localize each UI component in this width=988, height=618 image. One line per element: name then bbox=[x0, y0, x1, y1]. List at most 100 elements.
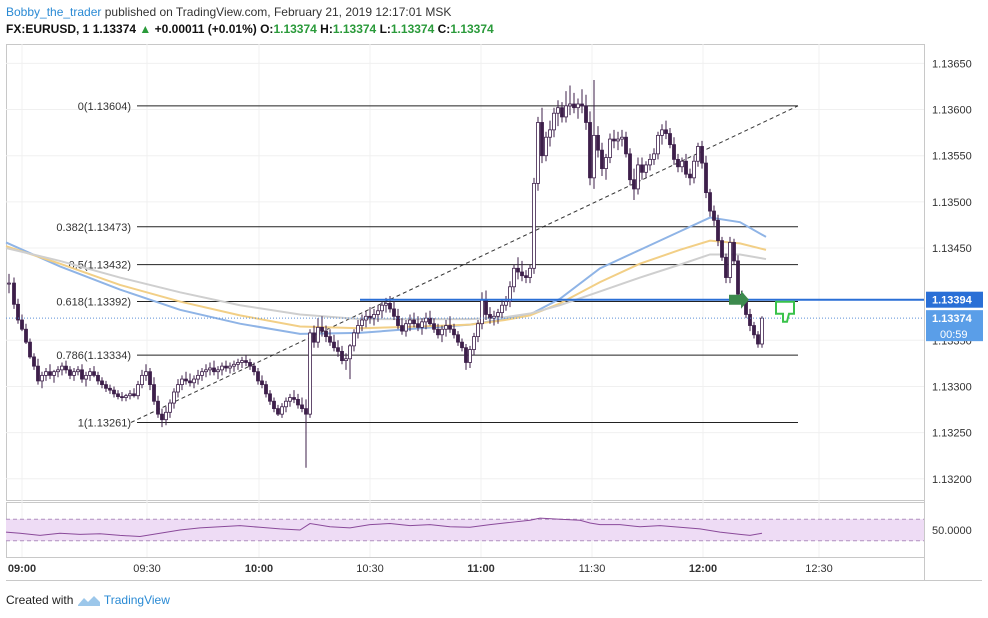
candle-bear bbox=[448, 325, 452, 330]
candle-bull bbox=[372, 314, 376, 319]
footer: Created with TradingView bbox=[6, 593, 170, 608]
candle-bull bbox=[216, 369, 220, 373]
candle-bear bbox=[156, 400, 160, 415]
candle-bull bbox=[544, 136, 548, 157]
candle-bear bbox=[268, 393, 272, 402]
price-tick-label: 1.13600 bbox=[932, 105, 972, 117]
change-value: +0.00011 (+0.01%) bbox=[154, 22, 257, 36]
candle-bear bbox=[160, 413, 164, 421]
candle-bear bbox=[392, 308, 396, 317]
candle-bear bbox=[720, 240, 724, 258]
candle-bear bbox=[628, 153, 632, 181]
candle-bear bbox=[92, 371, 96, 376]
candle-bear bbox=[664, 129, 668, 134]
price-tick-label: 1.13200 bbox=[932, 474, 972, 486]
author-link[interactable]: Bobby_the_trader bbox=[6, 5, 102, 19]
candle-bear bbox=[28, 341, 32, 358]
candle-bear bbox=[700, 146, 704, 164]
candle-bear bbox=[560, 107, 564, 118]
candle-bear bbox=[396, 315, 400, 326]
candle-bull bbox=[52, 371, 56, 376]
candle-bull bbox=[568, 103, 572, 107]
candle-bull bbox=[128, 393, 132, 397]
candle-bull bbox=[492, 315, 496, 319]
created-with-label: Created with bbox=[6, 593, 74, 607]
candle-bear bbox=[732, 242, 736, 262]
main-pane-frame bbox=[6, 44, 925, 501]
low-value: 1.13374 bbox=[390, 22, 435, 36]
candle-bull bbox=[284, 400, 288, 408]
candle-bear bbox=[736, 260, 740, 295]
candle-bull bbox=[728, 242, 732, 278]
chart-header: Bobby_the_trader published on TradingVie… bbox=[6, 4, 906, 38]
time-tick-label: 12:30 bbox=[805, 563, 833, 575]
candle-bear bbox=[20, 319, 24, 330]
candle-bear bbox=[632, 179, 636, 190]
candle-bull bbox=[616, 138, 620, 142]
candle-bear bbox=[572, 103, 576, 109]
candle-bull bbox=[232, 363, 236, 367]
candle-bear bbox=[244, 360, 248, 363]
candle-bear bbox=[672, 144, 676, 160]
candle-bull bbox=[356, 325, 360, 334]
candle-bear bbox=[148, 371, 152, 386]
last-price-tag bbox=[926, 310, 983, 342]
open-value: 1.13374 bbox=[273, 22, 317, 36]
candle-bear bbox=[320, 326, 324, 332]
up-arrow-icon: ▲ bbox=[139, 22, 152, 36]
rsi-level-label: 50.0000 bbox=[932, 525, 972, 537]
candle-bull bbox=[660, 129, 664, 136]
candle-bear bbox=[80, 369, 84, 380]
candle-bear bbox=[388, 302, 392, 310]
price-tick-label: 1.13500 bbox=[932, 197, 972, 209]
candle-bear bbox=[304, 408, 308, 415]
candle-bull bbox=[208, 367, 212, 371]
candle-bear bbox=[612, 138, 616, 142]
candle-bull bbox=[140, 374, 144, 386]
candle-bear bbox=[212, 367, 216, 373]
time-tick-label: 09:00 bbox=[8, 563, 36, 575]
candle-bull bbox=[504, 301, 508, 306]
candle-bull bbox=[228, 365, 232, 369]
time-tick-label: 09:30 bbox=[133, 563, 161, 575]
horizontal-line-price-label: 1.13394 bbox=[932, 295, 973, 307]
candle-bull bbox=[76, 369, 80, 373]
fib-level-label: 0.382(1.13473) bbox=[56, 222, 131, 234]
candle-bull bbox=[376, 310, 380, 315]
candle-bear bbox=[748, 314, 752, 326]
candle-bull bbox=[7, 282, 11, 285]
candle-bull bbox=[164, 411, 168, 421]
candle-bull bbox=[536, 122, 540, 184]
candle-bear bbox=[432, 323, 436, 330]
candle-bear bbox=[260, 380, 264, 386]
candle-bull bbox=[604, 157, 608, 170]
symbol-label: FX:EURUSD, 1 bbox=[6, 22, 90, 36]
candle-bull bbox=[468, 349, 472, 363]
candle-bull bbox=[648, 158, 652, 166]
candle-bull bbox=[204, 369, 208, 373]
candle-bear bbox=[484, 299, 488, 315]
candle-bull bbox=[420, 321, 424, 328]
candle-bear bbox=[68, 369, 72, 376]
candle-bear bbox=[708, 192, 712, 212]
candle-bear bbox=[100, 380, 104, 386]
fib-level-label: 1(1.13261) bbox=[78, 417, 131, 429]
candle-bear bbox=[584, 105, 588, 123]
candle-bull bbox=[500, 304, 504, 314]
tradingview-brand[interactable]: TradingView bbox=[103, 593, 170, 607]
candle-bear bbox=[704, 162, 708, 194]
candle-bear bbox=[312, 332, 316, 343]
candle-bear bbox=[36, 365, 40, 382]
candle-bull bbox=[548, 129, 552, 138]
candle-bear bbox=[624, 136, 628, 155]
candle-bull bbox=[652, 153, 656, 160]
candle-bear bbox=[120, 396, 124, 399]
candle-bear bbox=[328, 336, 332, 343]
candle-bear bbox=[332, 341, 336, 349]
arrow-right-icon bbox=[729, 290, 749, 309]
candle-bear bbox=[152, 384, 156, 402]
candle-bear bbox=[132, 393, 136, 397]
countdown-label: 00:59 bbox=[940, 329, 968, 341]
candle-bull bbox=[236, 362, 240, 365]
